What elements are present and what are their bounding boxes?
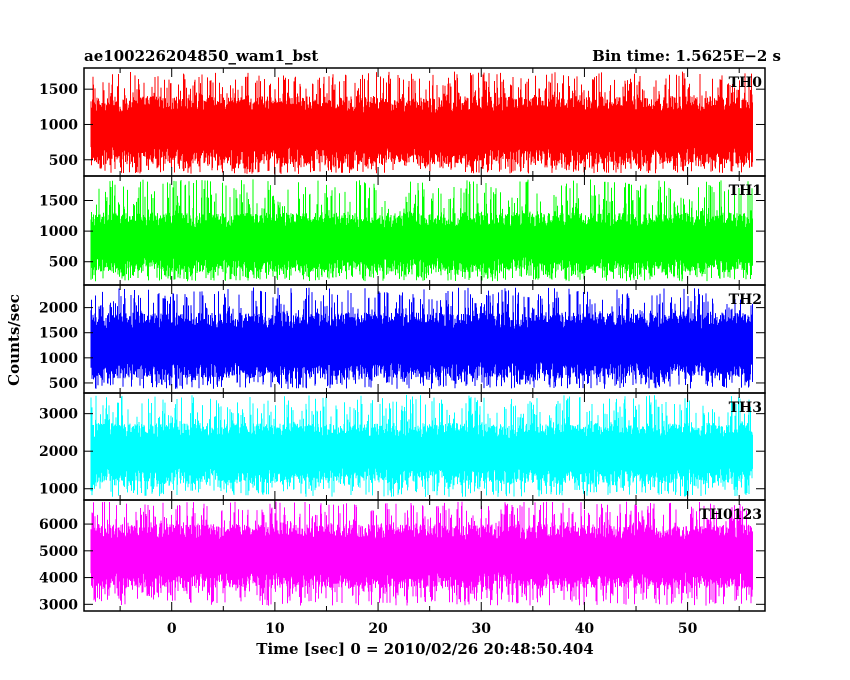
panel-th0: 500 1000 1500 TH0: [39, 67, 766, 177]
y-tick-label: 1000: [39, 117, 78, 133]
x-tick-label: 0: [167, 621, 177, 637]
y-tick-label: 4000: [39, 571, 78, 587]
series-th2: [90, 287, 753, 389]
y-tick-label: 6000: [39, 517, 78, 533]
y-tick-label: 1000: [39, 224, 78, 240]
observation-id: ae100226204850_wam1_bst: [84, 47, 318, 65]
y-tick-label: 3000: [39, 407, 78, 423]
y-tick-label: 1500: [39, 326, 78, 342]
panel-th0123: 3000 4000 5000 6000 TH0123: [39, 499, 766, 613]
panel-label: TH0123: [699, 507, 762, 523]
panel-th3: 1000 2000 3000 TH3: [39, 392, 766, 501]
y-tick-label: 3000: [39, 597, 78, 613]
panel-th2: 500 1000 1500 2000 TH2: [39, 284, 766, 394]
y-tick-label: 2000: [39, 301, 78, 317]
x-tick-label: 30: [472, 621, 492, 637]
y-tick-label: 5000: [39, 544, 78, 560]
y-tick-label: 1000: [39, 482, 78, 498]
x-tick-label: 10: [265, 621, 285, 637]
y-tick-label: 1000: [39, 351, 78, 367]
series-th0: [90, 71, 753, 174]
y-tick-label: 500: [49, 153, 78, 169]
panel-th1: 500 1000 1500 TH1: [39, 175, 766, 286]
y-tick-label: 2000: [39, 444, 78, 460]
x-tick-label: 20: [368, 621, 388, 637]
y-tick-label: 1500: [39, 82, 78, 98]
series-th1: [90, 179, 753, 282]
series-th3: [90, 394, 753, 497]
y-axis-label: Counts/sec: [5, 294, 23, 386]
panel-label: TH1: [729, 183, 762, 199]
panel-frame: [83, 499, 766, 612]
panel-label: TH2: [729, 292, 762, 308]
panel-label: TH3: [729, 400, 762, 416]
series-th0123: [90, 501, 753, 606]
x-tick-label: 50: [678, 621, 698, 637]
panel-label: TH0: [729, 75, 763, 91]
x-axis-label: Time [sec] 0 = 2010/02/26 20:48:50.404: [256, 640, 593, 658]
y-tick-label: 500: [49, 376, 78, 392]
y-tick-label: 1500: [39, 193, 78, 209]
x-tick-label: 40: [575, 621, 595, 637]
bin-time: Bin time: 1.5625E−2 s: [592, 47, 781, 65]
y-tick-label: 500: [49, 255, 78, 271]
